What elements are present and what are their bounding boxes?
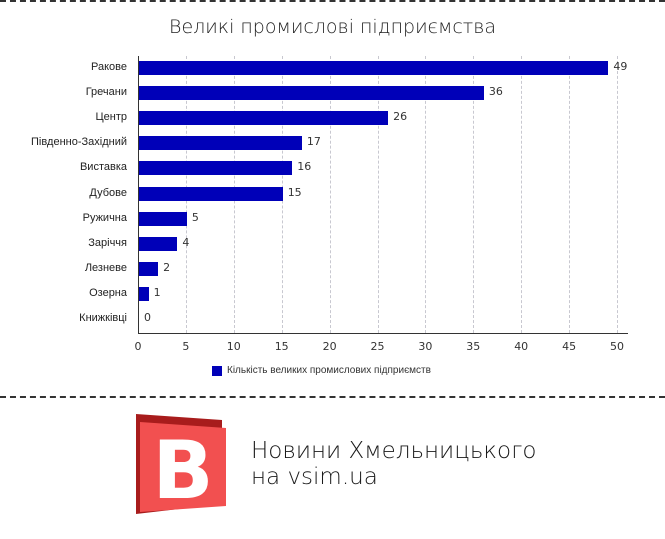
bottom-dashed-divider [0,396,665,398]
chart-title: Великі промислові підприємства [169,16,496,38]
svg-text:B: B [153,424,214,514]
x-tick-label: 5 [182,340,190,353]
x-tick-label: 0 [134,340,142,353]
bar-value-label: 5 [191,210,199,224]
category-label: Заріччя [88,236,127,249]
bar-value-label: 16 [297,160,312,174]
gridline [569,56,571,333]
bar [139,286,149,301]
category-label: Гречани [85,86,127,99]
x-tick-label: 20 [322,340,337,353]
x-tick-label: 50 [610,340,624,353]
gridline [521,56,523,333]
bar [139,261,159,276]
bar-value-label: 2 [163,260,171,274]
bar-value-label: 4 [182,235,190,249]
top-dashed-divider [0,0,665,2]
x-tick-label: 10 [226,340,241,353]
bar [139,161,293,176]
gridline [329,56,331,333]
x-tick-label: 35 [466,340,481,353]
x-tick-label: 45 [562,340,577,353]
bar [139,236,178,251]
bar-value-label: 36 [488,85,503,99]
chart-legend: Кількість великих промислових підприємст… [212,365,431,376]
gridline [617,56,618,333]
vsim-logo-icon: B [136,414,226,514]
category-label: Озерна [89,286,127,299]
brand-line-2: на vsim.ua [251,464,378,490]
chart-plot-area: 49 36 26 17 16 15 5 4 2 1 0 [138,56,628,334]
y-axis-line [138,56,139,333]
legend-swatch [212,365,222,376]
category-label: Ракове [91,61,127,73]
category-label: Ружична [82,211,127,224]
x-tick-label: 25 [370,340,385,353]
bar [139,211,187,226]
bar-value-label: 49 [613,60,628,73]
brand-text: Новини Хмельницького на vsim.ua [251,438,537,490]
bar-value-label: 15 [287,185,302,199]
gridline [425,56,427,333]
x-axis-line [138,333,628,334]
category-label: Центр [95,111,128,124]
gridline [473,56,475,333]
brand-line-1: Новини Хмельницького [251,438,537,464]
bar [139,61,609,75]
bar [139,136,302,151]
bar [139,86,484,101]
bar-value-label: 1 [153,285,161,299]
legend-label: Кількість великих промислових підприємст… [227,365,431,376]
x-tick-label: 40 [514,340,529,353]
bar-value-label: 26 [393,110,408,124]
bar-value-label: 17 [306,135,321,149]
x-tick-label: 30 [418,340,433,353]
x-tick-label: 15 [274,340,289,353]
gridline [377,56,379,333]
bar [139,111,389,126]
category-label: Книжківці [79,312,127,324]
category-label: Лезневе [84,261,127,274]
category-label: Південно-Західний [30,136,127,149]
bar-value-label: 0 [144,311,151,324]
category-label: Виставка [79,161,127,174]
bar [139,186,283,201]
category-label: Дубове [89,186,127,199]
